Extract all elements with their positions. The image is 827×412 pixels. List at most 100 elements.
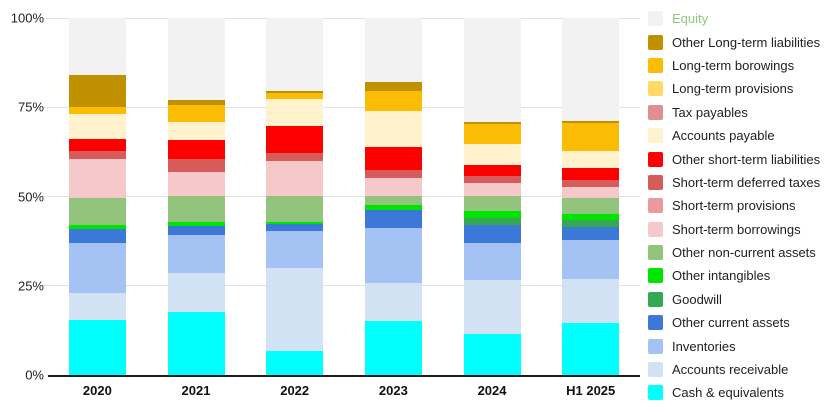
segment-accounts-payable[interactable] [266, 99, 324, 126]
legend-label: Other short-term liabilities [672, 151, 821, 167]
segment-other-non-current-assets[interactable] [68, 198, 126, 226]
segment-accounts-receivable[interactable] [167, 272, 225, 312]
segment-other-current-assets[interactable] [68, 229, 126, 244]
segment-other-current-assets[interactable] [463, 225, 521, 244]
segment-other-current-assets[interactable] [364, 209, 422, 228]
segment-cash-equivalents[interactable] [68, 319, 126, 375]
segment-cash-equivalents[interactable] [463, 333, 521, 375]
segment-inventories[interactable] [266, 230, 324, 269]
bar-2023[interactable] [364, 18, 422, 375]
segment-cash-equivalents[interactable] [364, 321, 422, 375]
segment-other-long-term-liabilities[interactable] [364, 81, 422, 91]
legend-label: Cash & equivalents [672, 385, 785, 401]
segment-accounts-payable[interactable] [68, 114, 126, 139]
segment-short-term-deferred-taxes[interactable] [266, 153, 324, 162]
segment-other-non-current-assets[interactable] [266, 196, 324, 222]
segment-cash-equivalents[interactable] [167, 311, 225, 375]
segment-other-intangibles[interactable] [562, 214, 620, 221]
segment-equity[interactable] [562, 18, 620, 121]
segment-short-term-deferred-taxes[interactable] [364, 169, 422, 178]
segment-other-long-term-liabilities[interactable] [562, 120, 620, 124]
segment-other-long-term-liabilities[interactable] [167, 100, 225, 106]
segment-short-term-borrowings[interactable] [167, 171, 225, 197]
segment-other-long-term-liabilities[interactable] [266, 91, 324, 94]
segment-other-intangibles[interactable] [266, 221, 324, 225]
segment-other-non-current-assets[interactable] [463, 196, 521, 211]
legend-item-long-term-provisions: Long-term provisions [648, 77, 824, 100]
segment-other-short-term-liabilities[interactable] [562, 168, 620, 180]
segment-accounts-receivable[interactable] [68, 293, 126, 320]
legend-swatch-icon [648, 198, 663, 214]
segment-short-term-borrowings[interactable] [364, 177, 422, 197]
bar-2024[interactable] [463, 18, 521, 375]
plot-area [42, 17, 640, 377]
segment-accounts-receivable[interactable] [463, 280, 521, 334]
segment-short-term-borrowings[interactable] [266, 161, 324, 197]
segment-other-intangibles[interactable] [167, 221, 225, 227]
segment-equity[interactable] [364, 18, 422, 82]
segment-short-term-deferred-taxes[interactable] [562, 179, 620, 187]
segment-inventories[interactable] [167, 235, 225, 273]
segment-short-term-deferred-taxes[interactable] [463, 175, 521, 183]
segment-long-term-borowings[interactable] [68, 107, 126, 115]
x-tick-label-2021: 2021 [181, 383, 211, 398]
segment-long-term-borowings[interactable] [167, 105, 225, 123]
segment-short-term-deferred-taxes[interactable] [167, 159, 225, 172]
bar-h1-2025[interactable] [562, 18, 620, 375]
segment-accounts-receivable[interactable] [266, 268, 324, 351]
segment-other-intangibles[interactable] [364, 205, 422, 210]
segment-accounts-receivable[interactable] [562, 279, 620, 324]
segment-long-term-borowings[interactable] [463, 124, 521, 144]
segment-short-term-deferred-taxes[interactable] [68, 150, 126, 160]
segment-other-short-term-liabilities[interactable] [266, 125, 324, 154]
legend-swatch-icon [648, 34, 663, 50]
bar-2020[interactable] [68, 18, 126, 375]
segment-short-term-borrowings[interactable] [562, 186, 620, 198]
segment-accounts-receivable[interactable] [364, 283, 422, 322]
segment-inventories[interactable] [562, 240, 620, 280]
bar-2022[interactable] [266, 18, 324, 375]
legend-item-equity: Equity [648, 7, 824, 30]
segment-short-term-borrowings[interactable] [463, 182, 521, 197]
segment-accounts-payable[interactable] [364, 110, 422, 148]
legend-item-accounts-receivable: Accounts receivable [648, 358, 824, 381]
segment-other-short-term-liabilities[interactable] [463, 164, 521, 176]
legend-swatch-icon [648, 338, 663, 354]
legend-label: Short-term provisions [672, 198, 796, 214]
bar-2021[interactable] [167, 18, 225, 375]
segment-cash-equivalents[interactable] [266, 350, 324, 375]
segment-other-long-term-liabilities[interactable] [463, 121, 521, 125]
segment-other-short-term-liabilities[interactable] [68, 138, 126, 151]
segment-cash-equivalents[interactable] [562, 323, 620, 375]
segment-long-term-borowings[interactable] [364, 90, 422, 111]
segment-long-term-borowings[interactable] [562, 123, 620, 152]
segment-equity[interactable] [266, 18, 324, 92]
segment-other-short-term-liabilities[interactable] [364, 147, 422, 170]
segment-short-term-borrowings[interactable] [68, 159, 126, 199]
segment-accounts-payable[interactable] [463, 143, 521, 165]
segment-other-non-current-assets[interactable] [167, 196, 225, 222]
segment-other-non-current-assets[interactable] [562, 197, 620, 215]
bar-slot-2020 [48, 18, 147, 375]
segment-equity[interactable] [68, 18, 126, 76]
segment-accounts-payable[interactable] [167, 122, 225, 141]
segment-other-long-term-liabilities[interactable] [68, 75, 126, 108]
segment-equity[interactable] [463, 18, 521, 122]
segment-other-short-term-liabilities[interactable] [167, 140, 225, 160]
legend-item-cash-equivalents: Cash & equivalents [648, 381, 824, 404]
segment-equity[interactable] [167, 18, 225, 101]
segment-goodwill[interactable] [463, 217, 521, 226]
segment-goodwill[interactable] [562, 220, 620, 227]
segment-inventories[interactable] [463, 243, 521, 281]
segment-inventories[interactable] [68, 243, 126, 294]
segment-inventories[interactable] [364, 227, 422, 284]
segment-other-non-current-assets[interactable] [364, 196, 422, 206]
segment-other-intangibles[interactable] [463, 210, 521, 218]
segment-other-current-assets[interactable] [167, 226, 225, 236]
segment-long-term-borowings[interactable] [266, 93, 324, 100]
segment-other-intangibles[interactable] [68, 225, 126, 230]
legend-item-short-term-deferred-taxes: Short-term deferred taxes [648, 171, 824, 194]
segment-accounts-payable[interactable] [562, 151, 620, 169]
segment-other-current-assets[interactable] [562, 226, 620, 241]
segment-other-current-assets[interactable] [266, 224, 324, 231]
